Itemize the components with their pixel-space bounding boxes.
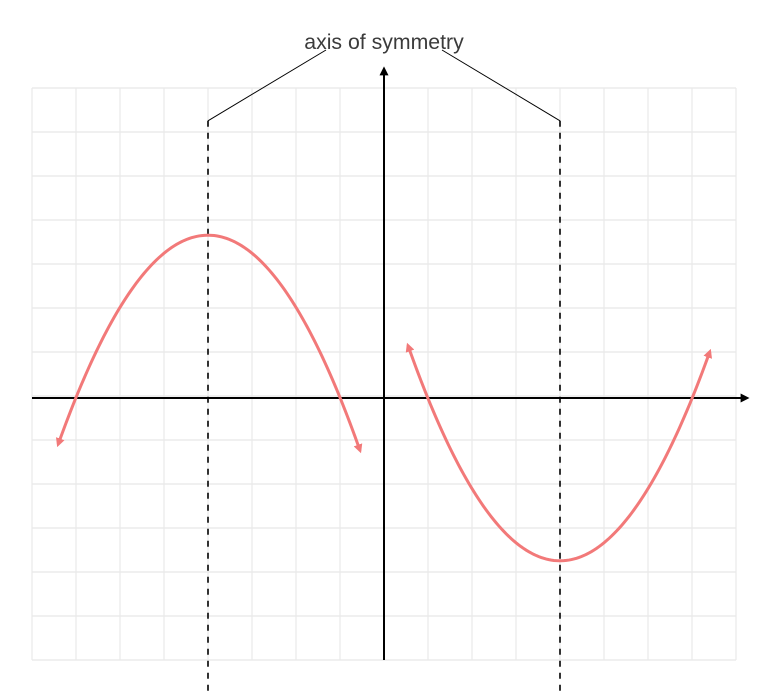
axis-of-symmetry-label: axis of symmetry bbox=[304, 30, 464, 55]
figure-container: axis of symmetry bbox=[0, 0, 768, 693]
coordinate-plot bbox=[0, 0, 768, 693]
left-parabola bbox=[58, 235, 359, 450]
